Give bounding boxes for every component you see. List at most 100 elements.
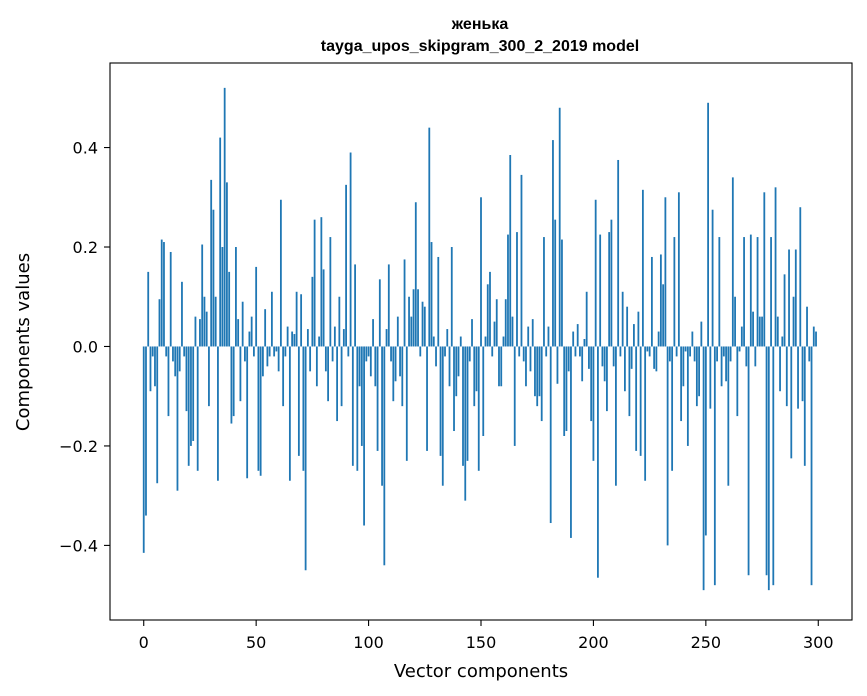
bar-238 xyxy=(677,192,680,347)
bar-239 xyxy=(680,346,683,422)
bar-218 xyxy=(633,324,635,347)
bar-219 xyxy=(635,346,638,451)
bar-159 xyxy=(500,346,503,387)
bar-73 xyxy=(306,329,309,347)
bar-200 xyxy=(592,346,595,461)
bar-142 xyxy=(462,346,464,466)
bar-39 xyxy=(230,346,233,424)
x-tick-label-0: 0 xyxy=(139,633,149,652)
bar-163 xyxy=(509,155,512,347)
bar-41 xyxy=(235,247,237,347)
bar-149 xyxy=(477,346,480,471)
bar-247 xyxy=(698,346,700,397)
bar-62 xyxy=(282,346,285,407)
bar-119 xyxy=(410,316,413,347)
bar-261 xyxy=(729,346,732,362)
bar-179 xyxy=(545,346,548,357)
bar-67 xyxy=(293,334,296,347)
bar-46 xyxy=(246,346,249,479)
bar-189 xyxy=(567,346,570,372)
bar-118 xyxy=(408,296,410,347)
bar-87 xyxy=(338,296,341,347)
bar-133 xyxy=(441,346,444,486)
bar-97 xyxy=(360,346,363,446)
bar-222 xyxy=(641,189,644,347)
x-tick-label-6: 300 xyxy=(803,633,834,652)
bar-130 xyxy=(435,346,437,367)
bar-270 xyxy=(749,234,752,347)
bar-116 xyxy=(403,259,406,347)
bar-59 xyxy=(275,346,278,352)
bar-213 xyxy=(621,291,624,347)
bar-23 xyxy=(194,316,197,347)
bar-124 xyxy=(421,301,424,347)
bar-66 xyxy=(291,331,294,347)
bar-153 xyxy=(486,284,489,347)
bar-81 xyxy=(324,346,327,372)
bar-121 xyxy=(414,202,417,347)
bar-194 xyxy=(579,346,581,357)
bar-248 xyxy=(700,321,703,347)
bar-38 xyxy=(228,271,231,347)
bar-28 xyxy=(205,311,208,347)
x-tick-label-3: 150 xyxy=(466,633,497,652)
bar-75 xyxy=(311,276,314,347)
y-tick-label-3: 0.2 xyxy=(73,238,98,257)
bar-40 xyxy=(232,346,235,417)
bar-12 xyxy=(169,251,172,347)
bar-108 xyxy=(385,329,388,347)
bar-5 xyxy=(154,346,156,387)
bar-76 xyxy=(313,219,316,347)
bar-25 xyxy=(199,319,201,347)
bar-3 xyxy=(149,346,152,392)
bar-34 xyxy=(219,137,222,347)
bar-178 xyxy=(543,237,545,347)
bar-series xyxy=(142,87,817,591)
bar-10 xyxy=(165,346,168,357)
bar-236 xyxy=(673,237,676,347)
bar-205 xyxy=(603,346,606,382)
bar-185 xyxy=(558,107,561,347)
bar-232 xyxy=(664,197,667,347)
y-tick-label-1: −0.2 xyxy=(59,437,98,456)
bar-95 xyxy=(356,346,359,471)
axis-ticks: 0 50 100 150 200 250 300 −0.4 −0.2 0.0 0.2 0.4 xyxy=(59,139,833,652)
bar-140 xyxy=(457,346,460,377)
bar-120 xyxy=(412,289,415,347)
bar-264 xyxy=(736,346,739,417)
bar-268 xyxy=(745,346,748,367)
bar-253 xyxy=(711,209,714,347)
bar-132 xyxy=(439,346,442,456)
bar-283 xyxy=(779,346,781,392)
bar-33 xyxy=(217,346,219,481)
bar-138 xyxy=(453,346,455,432)
bar-275 xyxy=(761,316,763,347)
bar-165 xyxy=(513,346,516,446)
y-tick-label-4: 0.4 xyxy=(73,139,98,158)
bar-249 xyxy=(702,346,705,591)
bar-65 xyxy=(288,346,291,481)
bar-184 xyxy=(556,346,559,384)
bar-113 xyxy=(396,316,399,347)
bar-233 xyxy=(666,346,669,546)
bar-78 xyxy=(318,336,321,347)
bar-90 xyxy=(345,184,347,347)
bar-169 xyxy=(522,346,525,362)
bar-251 xyxy=(707,102,709,347)
bar-295 xyxy=(806,306,808,347)
bar-9 xyxy=(163,242,165,347)
bar-170 xyxy=(525,346,527,387)
bar-114 xyxy=(399,346,401,377)
bar-278 xyxy=(767,346,770,591)
bar-177 xyxy=(540,346,543,422)
bar-100 xyxy=(367,346,370,357)
bar-94 xyxy=(354,264,356,347)
bar-147 xyxy=(473,346,476,407)
bar-30 xyxy=(210,179,213,347)
bar-221 xyxy=(639,346,642,456)
bar-183 xyxy=(554,219,557,347)
bar-101 xyxy=(369,346,372,377)
bar-280 xyxy=(772,346,775,586)
bar-271 xyxy=(752,311,754,347)
